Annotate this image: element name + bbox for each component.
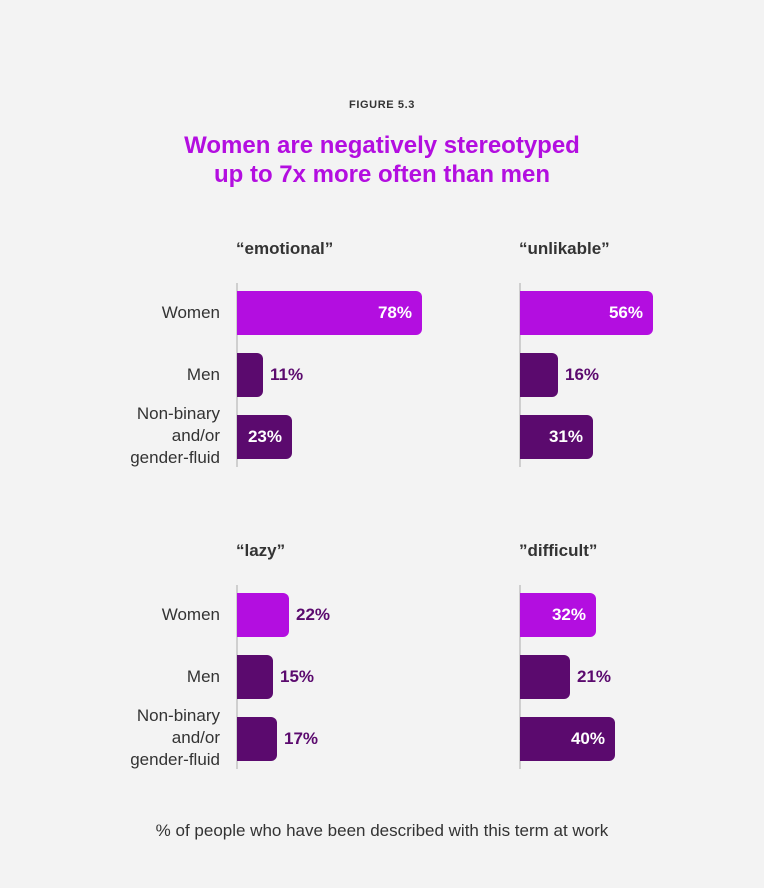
bar-women bbox=[520, 593, 596, 637]
bar-value-label-nonbinary: 31% bbox=[548, 427, 583, 446]
bar-value-label-women: 56% bbox=[608, 303, 643, 322]
chart-title-line-1: Women are negatively stereotyped bbox=[184, 132, 580, 159]
bar-value-label-men: 21% bbox=[577, 667, 612, 686]
bar-nonbinary bbox=[520, 717, 615, 761]
bar-men bbox=[237, 353, 263, 397]
bar-value-label-women: 78% bbox=[377, 303, 412, 322]
bar-value-label-men: 11% bbox=[270, 365, 304, 384]
bar-men bbox=[520, 353, 558, 397]
row-label-nonbinary-bottom: Non-binary and/or gender-fluid bbox=[0, 705, 220, 771]
figure-label: FIGURE 5.3 bbox=[349, 99, 415, 111]
bar-nonbinary bbox=[237, 717, 277, 761]
bar-value-label-nonbinary: 17% bbox=[284, 729, 319, 748]
row-label-nonbinary-bottom-line-3: gender-fluid bbox=[130, 750, 220, 769]
row-label-nonbinary-bottom-line-1: Non-binary bbox=[136, 706, 220, 725]
row-label-men-bottom: Men bbox=[186, 667, 220, 686]
footnote: % of people who have been described with… bbox=[155, 821, 609, 840]
bar-value-label-men: 16% bbox=[565, 365, 600, 384]
bar-value-label-nonbinary: 23% bbox=[247, 427, 282, 446]
row-label-nonbinary-top-line-3: gender-fluid bbox=[130, 448, 220, 467]
panel-title: “emotional” bbox=[236, 239, 334, 258]
bar-value-label-women: 32% bbox=[551, 605, 586, 624]
row-label-men-top: Men bbox=[186, 365, 220, 384]
row-label-women-top: Women bbox=[161, 303, 220, 322]
bar-men bbox=[520, 655, 570, 699]
row-label-nonbinary-top-line-1: Non-binary bbox=[136, 404, 220, 423]
panel-title: ”difficult” bbox=[519, 541, 598, 560]
bar-value-label-nonbinary: 40% bbox=[570, 729, 605, 748]
bar-men bbox=[237, 655, 273, 699]
bar-women bbox=[237, 291, 422, 335]
chart-title-line-2: up to 7x more often than men bbox=[213, 161, 551, 188]
bar-women bbox=[520, 291, 653, 335]
bar-value-label-men: 15% bbox=[280, 667, 315, 686]
bar-nonbinary bbox=[237, 415, 292, 459]
bar-women bbox=[237, 593, 289, 637]
row-label-nonbinary-top: Non-binary and/or gender-fluid bbox=[0, 403, 220, 469]
row-label-women-bottom: Women bbox=[161, 605, 220, 624]
row-label-nonbinary-top-line-2: and/or bbox=[171, 426, 220, 445]
panel-title: “unlikable” bbox=[519, 239, 610, 258]
bar-nonbinary bbox=[520, 415, 593, 459]
panel-title: “lazy” bbox=[236, 541, 286, 560]
bar-value-label-women: 22% bbox=[296, 605, 331, 624]
chart-title: Women are negatively stereotyped up to 7… bbox=[0, 131, 764, 189]
row-label-nonbinary-bottom-line-2: and/or bbox=[171, 728, 220, 747]
